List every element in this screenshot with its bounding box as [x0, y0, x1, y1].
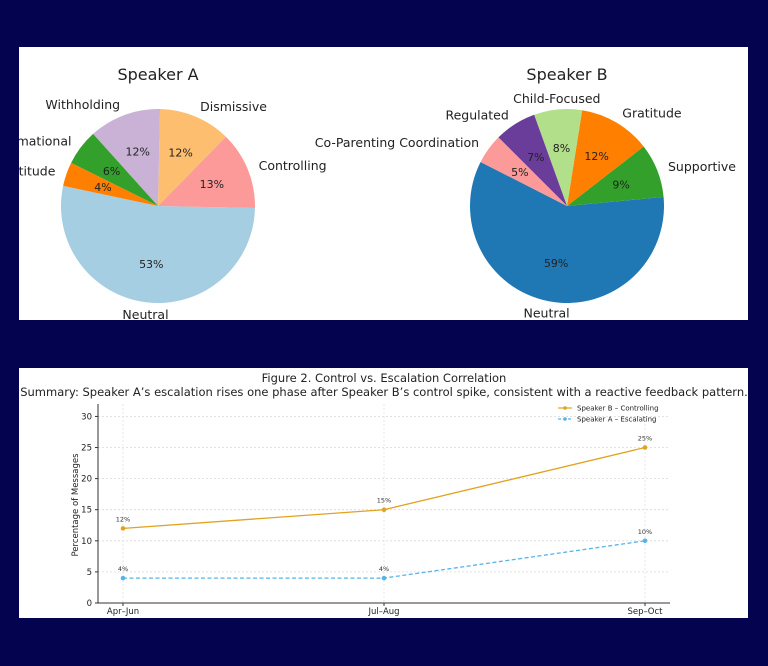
speaker-b-pct-label-regulated: 7%	[527, 151, 544, 164]
line-chart-subtitle: Summary: Speaker A’s escalation rises on…	[20, 385, 748, 399]
speaker-a-slice-label-informational: Informational	[19, 133, 72, 148]
y-tick-label: 30	[81, 412, 92, 422]
speaker-a-slice-label-controlling: Controlling	[259, 158, 327, 173]
y-tick-label: 25	[81, 444, 92, 454]
y-tick-label: 5	[87, 568, 92, 578]
speaker-b-controlling-series: 12% 15% 25%	[116, 435, 652, 531]
speaker-b-slice-supportive	[567, 146, 664, 206]
speaker-a-pct-label-dismissive: 12%	[168, 146, 192, 159]
line-chart-svg: Figure 2. Control vs. Escalation Correla…	[20, 371, 748, 617]
speaker-b-slice-neutral	[469, 161, 664, 303]
speaker-a-slice-label-withholding: Withholding	[45, 97, 120, 112]
speaker-a-slice-dismissive	[158, 109, 226, 206]
speaker-a-escalating-point	[381, 575, 387, 581]
y-tick-label: 20	[81, 475, 92, 485]
legend-marker-speaker-a-escalating	[563, 417, 567, 421]
y-tick-label: 0	[87, 599, 92, 609]
speaker-b-controlling-point	[120, 526, 126, 531]
legend-label-speaker-a-escalating: Speaker A – Escalating	[577, 416, 656, 424]
legend-marker-speaker-b-controlling	[563, 406, 567, 410]
speaker-b-slice-child-focused	[534, 108, 583, 206]
x-tick-label-sep-oct: Sep–Oct	[628, 607, 664, 617]
speaker-a-escalating-data-label: 4%	[118, 565, 128, 573]
speaker-b-controlling-point	[381, 507, 387, 512]
speaker-b-slice-label-neutral: Neutral	[524, 306, 570, 320]
speaker-b-slice-label-regulated: Regulated	[445, 107, 508, 122]
speaker-b-controlling-data-label: 15%	[377, 497, 391, 505]
legend-label-speaker-b-controlling: Speaker B – Controlling	[577, 405, 659, 413]
line-chart-panel: Figure 2. Control vs. Escalation Correla…	[19, 368, 748, 618]
x-tick-label-apr-jun: Apr–Jun	[107, 607, 139, 617]
speaker-a-pct-label-withholding: 12%	[125, 146, 149, 159]
speaker-a-pct-label-controlling: 13%	[200, 178, 224, 191]
speaker-b-controlling-data-label: 12%	[116, 515, 130, 523]
speaker-b-pct-label-gratitude: 12%	[584, 150, 608, 163]
speaker-a-slice-gratitude	[63, 162, 159, 206]
speaker-a-slice-neutral	[61, 185, 255, 303]
speaker-a-slice-controlling	[158, 136, 256, 209]
speaker-a-pct-label-informational: 6%	[103, 165, 120, 178]
speaker-b-pie-title: Speaker B	[526, 65, 607, 84]
speaker-b-pct-label-child-focused: 8%	[553, 142, 570, 155]
speaker-a-pct-label-gratitude: 4%	[94, 181, 111, 194]
speaker-b-slice-label-supportive: Supportive	[668, 159, 736, 174]
speaker-b-pie: Speaker B 59% Neutral 9% Supportive 12% Gratit…	[315, 65, 737, 320]
speaker-b-pct-label-neutral: 59%	[544, 257, 568, 270]
speaker-b-pct-label-supportive: 9%	[612, 179, 629, 192]
speaker-a-slice-informational	[71, 133, 158, 206]
legend: Speaker B – Controlling Speaker A – Escal…	[558, 405, 659, 424]
speaker-a-escalating-point	[120, 575, 126, 581]
speaker-b-slice-gratitude	[567, 110, 644, 206]
speaker-b-slice-label-child-focused: Child-Focused	[513, 91, 600, 106]
speaker-a-pct-label-neutral: 53%	[139, 258, 163, 271]
speaker-a-pie: Speaker A 53% Neutral 13% Controlling 12% Dism…	[19, 65, 327, 320]
speaker-b-pct-label-co-parenting-coordination: 5%	[511, 166, 528, 179]
speaker-a-escalating-data-label: 4%	[379, 565, 389, 573]
speaker-a-escalating-data-label: 10%	[638, 528, 652, 536]
pie-charts-svg: Speaker A 53% Neutral 13% Controlling 12% Dism…	[19, 65, 737, 320]
speaker-b-slice-label-gratitude: Gratitude	[622, 106, 682, 121]
y-tick-label: 10	[81, 537, 92, 547]
speaker-a-slice-label-dismissive: Dismissive	[200, 99, 267, 114]
speaker-a-escalating-point	[642, 538, 648, 544]
speaker-b-controlling-point	[642, 445, 648, 450]
speaker-b-controlling-data-label: 25%	[638, 435, 652, 443]
speaker-b-slice-regulated	[498, 114, 567, 206]
y-axis-label: Percentage of Messages	[71, 453, 81, 557]
x-tick-label-jul-aug: Jul–Aug	[367, 607, 399, 617]
y-tick-label: 15	[81, 506, 92, 516]
line-chart-title: Figure 2. Control vs. Escalation Correla…	[262, 371, 507, 385]
speaker-a-slice-label-neutral: Neutral	[122, 307, 168, 320]
speaker-a-pie-title: Speaker A	[117, 65, 198, 84]
speaker-a-slice-withholding	[93, 108, 161, 206]
speaker-a-slice-label-gratitude: Gratitude	[19, 163, 56, 178]
pie-charts-panel: Speaker A 53% Neutral 13% Controlling 12% Dism…	[19, 47, 748, 320]
speaker-b-slice-label-co-parenting-coordination: Co-Parenting Coordination	[315, 135, 479, 150]
speaker-a-escalating-series: 4% 4% 10%	[118, 528, 652, 581]
speaker-b-slice-co-parenting-coordination	[480, 137, 567, 206]
